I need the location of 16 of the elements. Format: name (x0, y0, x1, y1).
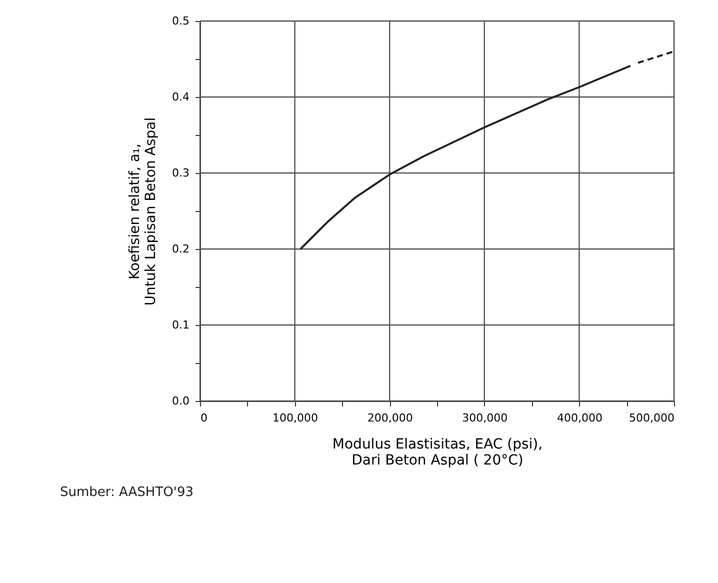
line-series (299, 64, 632, 250)
x-tick-label: 200,000 (367, 412, 413, 424)
x-tick-label: 0 (200, 412, 208, 424)
y-tick-label: 0.4 (172, 90, 190, 104)
x-tick-label: 300,000 (462, 412, 508, 424)
text: Sumber: AASHTO'93 (60, 485, 194, 500)
x-tick-label: 100,000 (272, 412, 318, 424)
x-axis-title: Modulus Elastisitas, EAC (psi), Dari Beton Aspal ( 20°C) (332, 436, 543, 468)
y-tick-label: 0.3 (172, 166, 190, 180)
y-axis-title: Koefisien relatif, a₁, Untuk Lapisan Beton Aspal (127, 117, 160, 306)
y-tick-label: 0.2 (172, 242, 190, 256)
y-tick-label: 0.0 (172, 394, 190, 408)
x-tick-label: 400,000 (556, 412, 602, 424)
y-tick-label: 0.5 (172, 14, 190, 28)
x-tick-label: 500,000 (629, 412, 674, 424)
y-tick-label: 0.1 (172, 318, 190, 332)
